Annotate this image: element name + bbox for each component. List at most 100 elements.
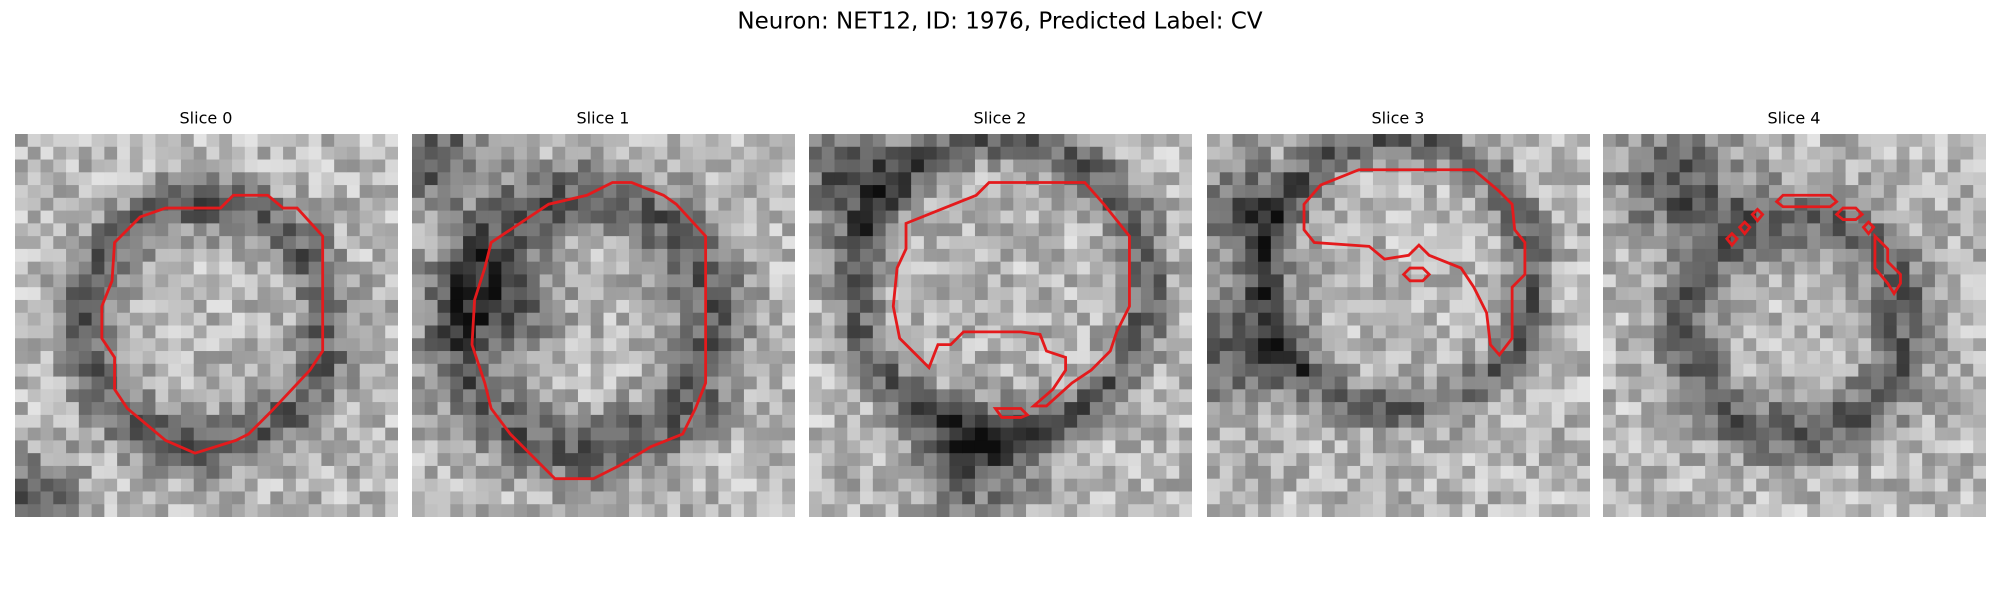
pixel bbox=[385, 223, 398, 237]
pixel bbox=[705, 146, 719, 161]
pixel bbox=[1909, 223, 1923, 237]
pixel bbox=[782, 504, 795, 517]
pixel bbox=[1140, 363, 1155, 378]
pixel bbox=[27, 261, 42, 275]
pixel bbox=[731, 287, 745, 301]
pixel bbox=[1360, 363, 1374, 378]
pixel bbox=[1270, 491, 1285, 505]
pixel bbox=[1038, 453, 1053, 467]
pixel bbox=[27, 504, 42, 517]
pixel bbox=[1245, 274, 1259, 288]
pixel bbox=[1245, 402, 1259, 416]
pixel bbox=[27, 338, 42, 352]
pixel bbox=[1013, 223, 1027, 237]
pixel bbox=[552, 338, 566, 352]
pixel bbox=[1115, 197, 1129, 212]
pixel bbox=[372, 389, 386, 403]
pixel bbox=[244, 389, 259, 403]
pixel bbox=[1564, 172, 1578, 186]
pixel bbox=[1871, 299, 1885, 314]
pixel bbox=[629, 159, 643, 173]
pixel bbox=[1360, 376, 1374, 390]
pixel bbox=[718, 504, 732, 517]
pixel bbox=[552, 414, 566, 429]
pixel bbox=[1730, 185, 1744, 199]
pixel bbox=[1705, 351, 1719, 365]
pixel bbox=[463, 248, 477, 263]
pixel bbox=[1411, 223, 1425, 237]
pixel bbox=[1960, 261, 1974, 275]
pixel bbox=[629, 478, 643, 492]
pixel bbox=[1730, 197, 1744, 212]
pixel bbox=[731, 274, 745, 288]
pixel bbox=[667, 185, 681, 199]
pixel bbox=[1245, 197, 1259, 212]
pixel bbox=[654, 465, 668, 480]
pixel bbox=[270, 299, 284, 314]
pixel bbox=[809, 299, 823, 314]
pixel bbox=[1794, 172, 1808, 186]
pixel bbox=[1551, 274, 1565, 288]
pixel bbox=[782, 491, 795, 505]
pixel bbox=[1603, 287, 1617, 301]
pixel bbox=[936, 363, 950, 378]
pixel bbox=[1487, 261, 1502, 275]
pixel bbox=[1896, 185, 1910, 199]
pixel bbox=[809, 159, 823, 173]
pixel bbox=[603, 223, 617, 237]
pixel bbox=[1102, 223, 1116, 237]
pixel bbox=[769, 427, 783, 441]
pixel bbox=[821, 491, 836, 505]
pixel bbox=[359, 427, 373, 441]
pixel bbox=[66, 185, 80, 199]
pixel bbox=[1258, 248, 1272, 263]
pixel bbox=[654, 363, 668, 378]
pixel bbox=[1730, 299, 1744, 314]
pixel bbox=[834, 414, 848, 429]
pixel bbox=[1820, 134, 1834, 148]
pixel bbox=[104, 504, 118, 517]
pixel bbox=[155, 376, 169, 390]
pixel bbox=[809, 453, 823, 467]
pixel bbox=[1258, 312, 1272, 327]
pixel bbox=[1666, 236, 1681, 250]
pixel bbox=[66, 453, 80, 467]
pixel bbox=[1871, 440, 1885, 454]
pixel bbox=[756, 172, 770, 186]
pixel bbox=[475, 236, 490, 250]
pixel bbox=[654, 299, 668, 314]
pixel bbox=[1832, 172, 1847, 186]
pixel bbox=[1398, 504, 1412, 517]
pixel bbox=[372, 236, 386, 250]
pixel bbox=[40, 172, 54, 186]
pixel bbox=[1730, 376, 1744, 390]
pixel bbox=[629, 299, 643, 314]
pixel bbox=[1436, 210, 1451, 224]
pixel bbox=[78, 210, 93, 224]
pixel bbox=[15, 351, 29, 365]
pixel bbox=[629, 363, 643, 378]
pixel bbox=[923, 402, 938, 416]
pixel bbox=[270, 325, 284, 339]
pixel bbox=[1820, 478, 1834, 492]
pixel bbox=[244, 338, 259, 352]
pixel bbox=[1960, 478, 1974, 492]
pixel bbox=[565, 414, 579, 429]
pixel bbox=[155, 274, 169, 288]
pixel bbox=[756, 185, 770, 199]
pixel bbox=[1858, 465, 1872, 480]
pixel bbox=[1013, 478, 1027, 492]
pixel bbox=[488, 440, 502, 454]
pixel bbox=[1385, 478, 1400, 492]
pixel bbox=[923, 440, 938, 454]
pixel bbox=[692, 465, 707, 480]
pixel bbox=[1666, 172, 1681, 186]
pixel bbox=[501, 146, 515, 161]
pixel bbox=[1615, 223, 1630, 237]
pixel bbox=[769, 210, 783, 224]
pixel bbox=[1166, 248, 1180, 263]
pixel bbox=[1296, 389, 1310, 403]
pixel bbox=[1245, 312, 1259, 327]
pixel bbox=[962, 134, 976, 148]
pixel bbox=[577, 299, 592, 314]
